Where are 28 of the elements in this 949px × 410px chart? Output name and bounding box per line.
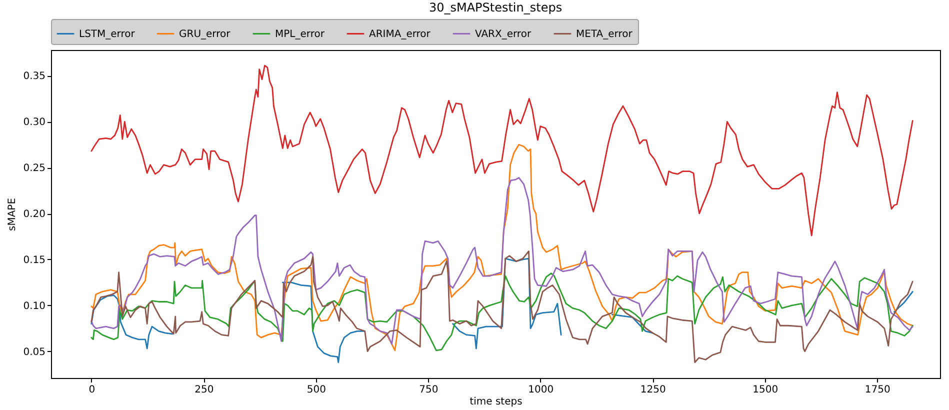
y-tick-label: 0.35 [23, 71, 46, 82]
line-series [90, 272, 914, 352]
legend-label: META_error [576, 28, 634, 40]
x-tick-label: 250 [194, 384, 214, 396]
y-axis-title: sMAPE [7, 198, 18, 232]
line-series [90, 144, 914, 352]
x-tick-label: 750 [419, 384, 438, 396]
chart-title: 30_sMAPStestin_steps [428, 0, 562, 14]
x-tick-label: 1250 [640, 384, 666, 396]
x-tick-label: 1500 [752, 384, 778, 396]
x-tick-label: 0 [88, 384, 96, 396]
x-axis-title: time steps [470, 396, 522, 408]
legend-label: LSTM_error [79, 28, 136, 40]
legend-label: GRU_error [179, 28, 232, 40]
legend-label: ARIMA_error [369, 28, 432, 40]
x-tick-label: 500 [306, 384, 326, 396]
legend-label: MPL_error [275, 28, 326, 40]
line-series [90, 177, 914, 345]
y-tick-label: 0.10 [23, 300, 46, 312]
x-tick-label: 1000 [528, 384, 554, 396]
y-tick-label: 0.05 [23, 346, 46, 358]
legend-label: VARX_error [475, 28, 532, 40]
line-series [90, 64, 914, 236]
y-tick-label: 0.25 [23, 163, 46, 174]
y-tick-label: 0.20 [23, 209, 46, 220]
y-tick-label: 0.30 [23, 117, 46, 128]
x-tick-label: 1750 [864, 384, 890, 396]
y-tick-label: 0.15 [23, 254, 46, 266]
